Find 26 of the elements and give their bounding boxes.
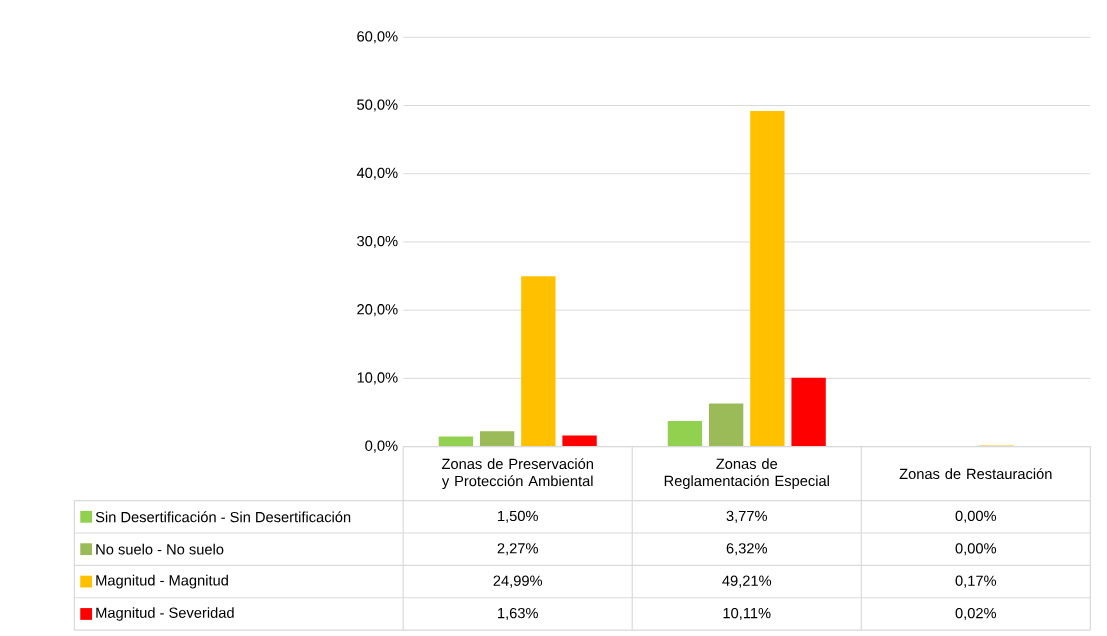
legend-label: Magnitud - Magnitud [96, 574, 228, 589]
y-tick-label: 0,0% [365, 440, 398, 453]
x-tick-label: Zonas de Reglamentación Especial [664, 458, 829, 489]
x-tick-label: Zonas de Restauración [899, 468, 1052, 480]
y-tick-label: 60,0% [357, 31, 398, 44]
data-label: 3,77% [726, 510, 768, 523]
x-tick-label: Zonas de Preservación y Protección Ambiental [441, 458, 593, 490]
y-tick-label: 10,0% [357, 372, 398, 385]
data-label: 0,00% [955, 543, 997, 556]
data-label: 10,11% [723, 607, 771, 620]
data-label: 0,00% [955, 510, 997, 523]
data-label: 1,63% [498, 607, 538, 620]
data-label: 6,32% [726, 543, 768, 556]
legend-label: Magnitud - Severidad [96, 607, 234, 621]
y-tick-label: 30,0% [357, 235, 398, 248]
data-label: 49,21% [722, 575, 772, 588]
y-tick-label: 50,0% [357, 99, 398, 112]
data-label: 0,17% [955, 575, 997, 588]
legend-label: Sin Desertificación - Sin Desertificación [95, 511, 351, 523]
y-tick-label: 40,0% [356, 167, 398, 180]
data-label: 24,99% [493, 575, 543, 588]
data-label: 2,27% [497, 543, 538, 556]
y-tick-label: 20,0% [357, 304, 398, 317]
data-label: 1,50% [498, 510, 538, 523]
data-label: 0,02% [955, 607, 997, 620]
legend-label: No suelo - No suelo [96, 543, 224, 555]
